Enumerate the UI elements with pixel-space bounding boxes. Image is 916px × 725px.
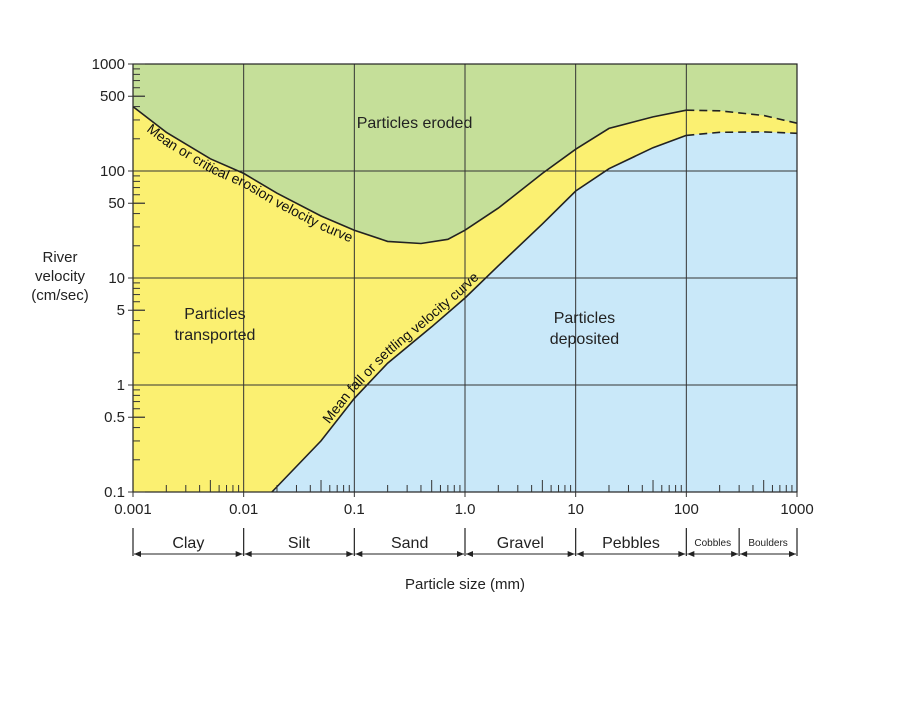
class-arrow-head-right xyxy=(457,551,464,557)
class-arrow-head-right xyxy=(235,551,243,557)
erosion-curve xyxy=(132,105,687,245)
x-tick-label: 1.0 xyxy=(455,501,476,518)
y-tick-label: 0.1 xyxy=(104,484,125,501)
class-label-gravel: Gravel xyxy=(497,535,544,552)
class-arrow-head-left xyxy=(355,551,363,557)
class-label-cobbles: Cobbles xyxy=(694,538,731,549)
region-label-transported: transported xyxy=(174,327,255,344)
class-arrow-head-left xyxy=(244,551,252,557)
class-label-boulders: Boulders xyxy=(748,538,787,549)
x-tick-label: 0.01 xyxy=(229,501,258,518)
settling-curve xyxy=(271,134,687,493)
region-deposited xyxy=(271,131,797,492)
class-arrow-head-right xyxy=(567,551,575,557)
class-arrow-head-left xyxy=(687,551,695,557)
y-tick-label: 500 xyxy=(100,88,125,105)
settling-curve-dashed xyxy=(686,131,798,137)
y-axis-title: (cm/sec) xyxy=(31,287,89,304)
class-label-clay: Clay xyxy=(172,535,204,552)
class-arrow-head-right xyxy=(678,551,686,557)
y-tick-label: 0.5 xyxy=(104,409,125,426)
class-arrow-head-right xyxy=(789,551,796,557)
x-tick-label: 100 xyxy=(674,501,699,518)
class-arrow-head-right xyxy=(731,551,739,557)
class-arrow-head-right xyxy=(346,551,354,557)
y-tick-label: 5 xyxy=(117,302,125,319)
class-arrow-head-left xyxy=(134,551,141,557)
y-tick-label: 1000 xyxy=(92,56,125,73)
y-tick-label: 100 xyxy=(100,163,125,180)
class-label-pebbles: Pebbles xyxy=(602,535,660,552)
x-tick-label: 1000 xyxy=(780,501,813,518)
erosion-curve-dashed xyxy=(686,109,798,124)
y-tick-label: 10 xyxy=(108,270,125,287)
region-label-deposited: deposited xyxy=(550,331,619,348)
x-tick-label: 0.1 xyxy=(344,501,365,518)
region-label-transported: Particles xyxy=(184,306,245,323)
x-axis-title: Particle size (mm) xyxy=(405,576,525,593)
class-arrow-head-left xyxy=(740,551,748,557)
y-tick-label: 1 xyxy=(117,377,125,394)
class-label-silt: Silt xyxy=(288,535,311,552)
y-axis-title: River xyxy=(42,249,77,266)
x-tick-label: 10 xyxy=(567,501,584,518)
y-axis-title: velocity xyxy=(35,268,86,285)
class-label-sand: Sand xyxy=(391,535,428,552)
class-arrow-head-left xyxy=(576,551,584,557)
x-tick-label: 0.001 xyxy=(114,501,152,518)
y-tick-label: 50 xyxy=(108,195,125,212)
region-label-deposited: Particles xyxy=(554,310,615,327)
class-arrow-head-left xyxy=(466,551,473,557)
region-label-eroded: Particles eroded xyxy=(357,115,473,132)
